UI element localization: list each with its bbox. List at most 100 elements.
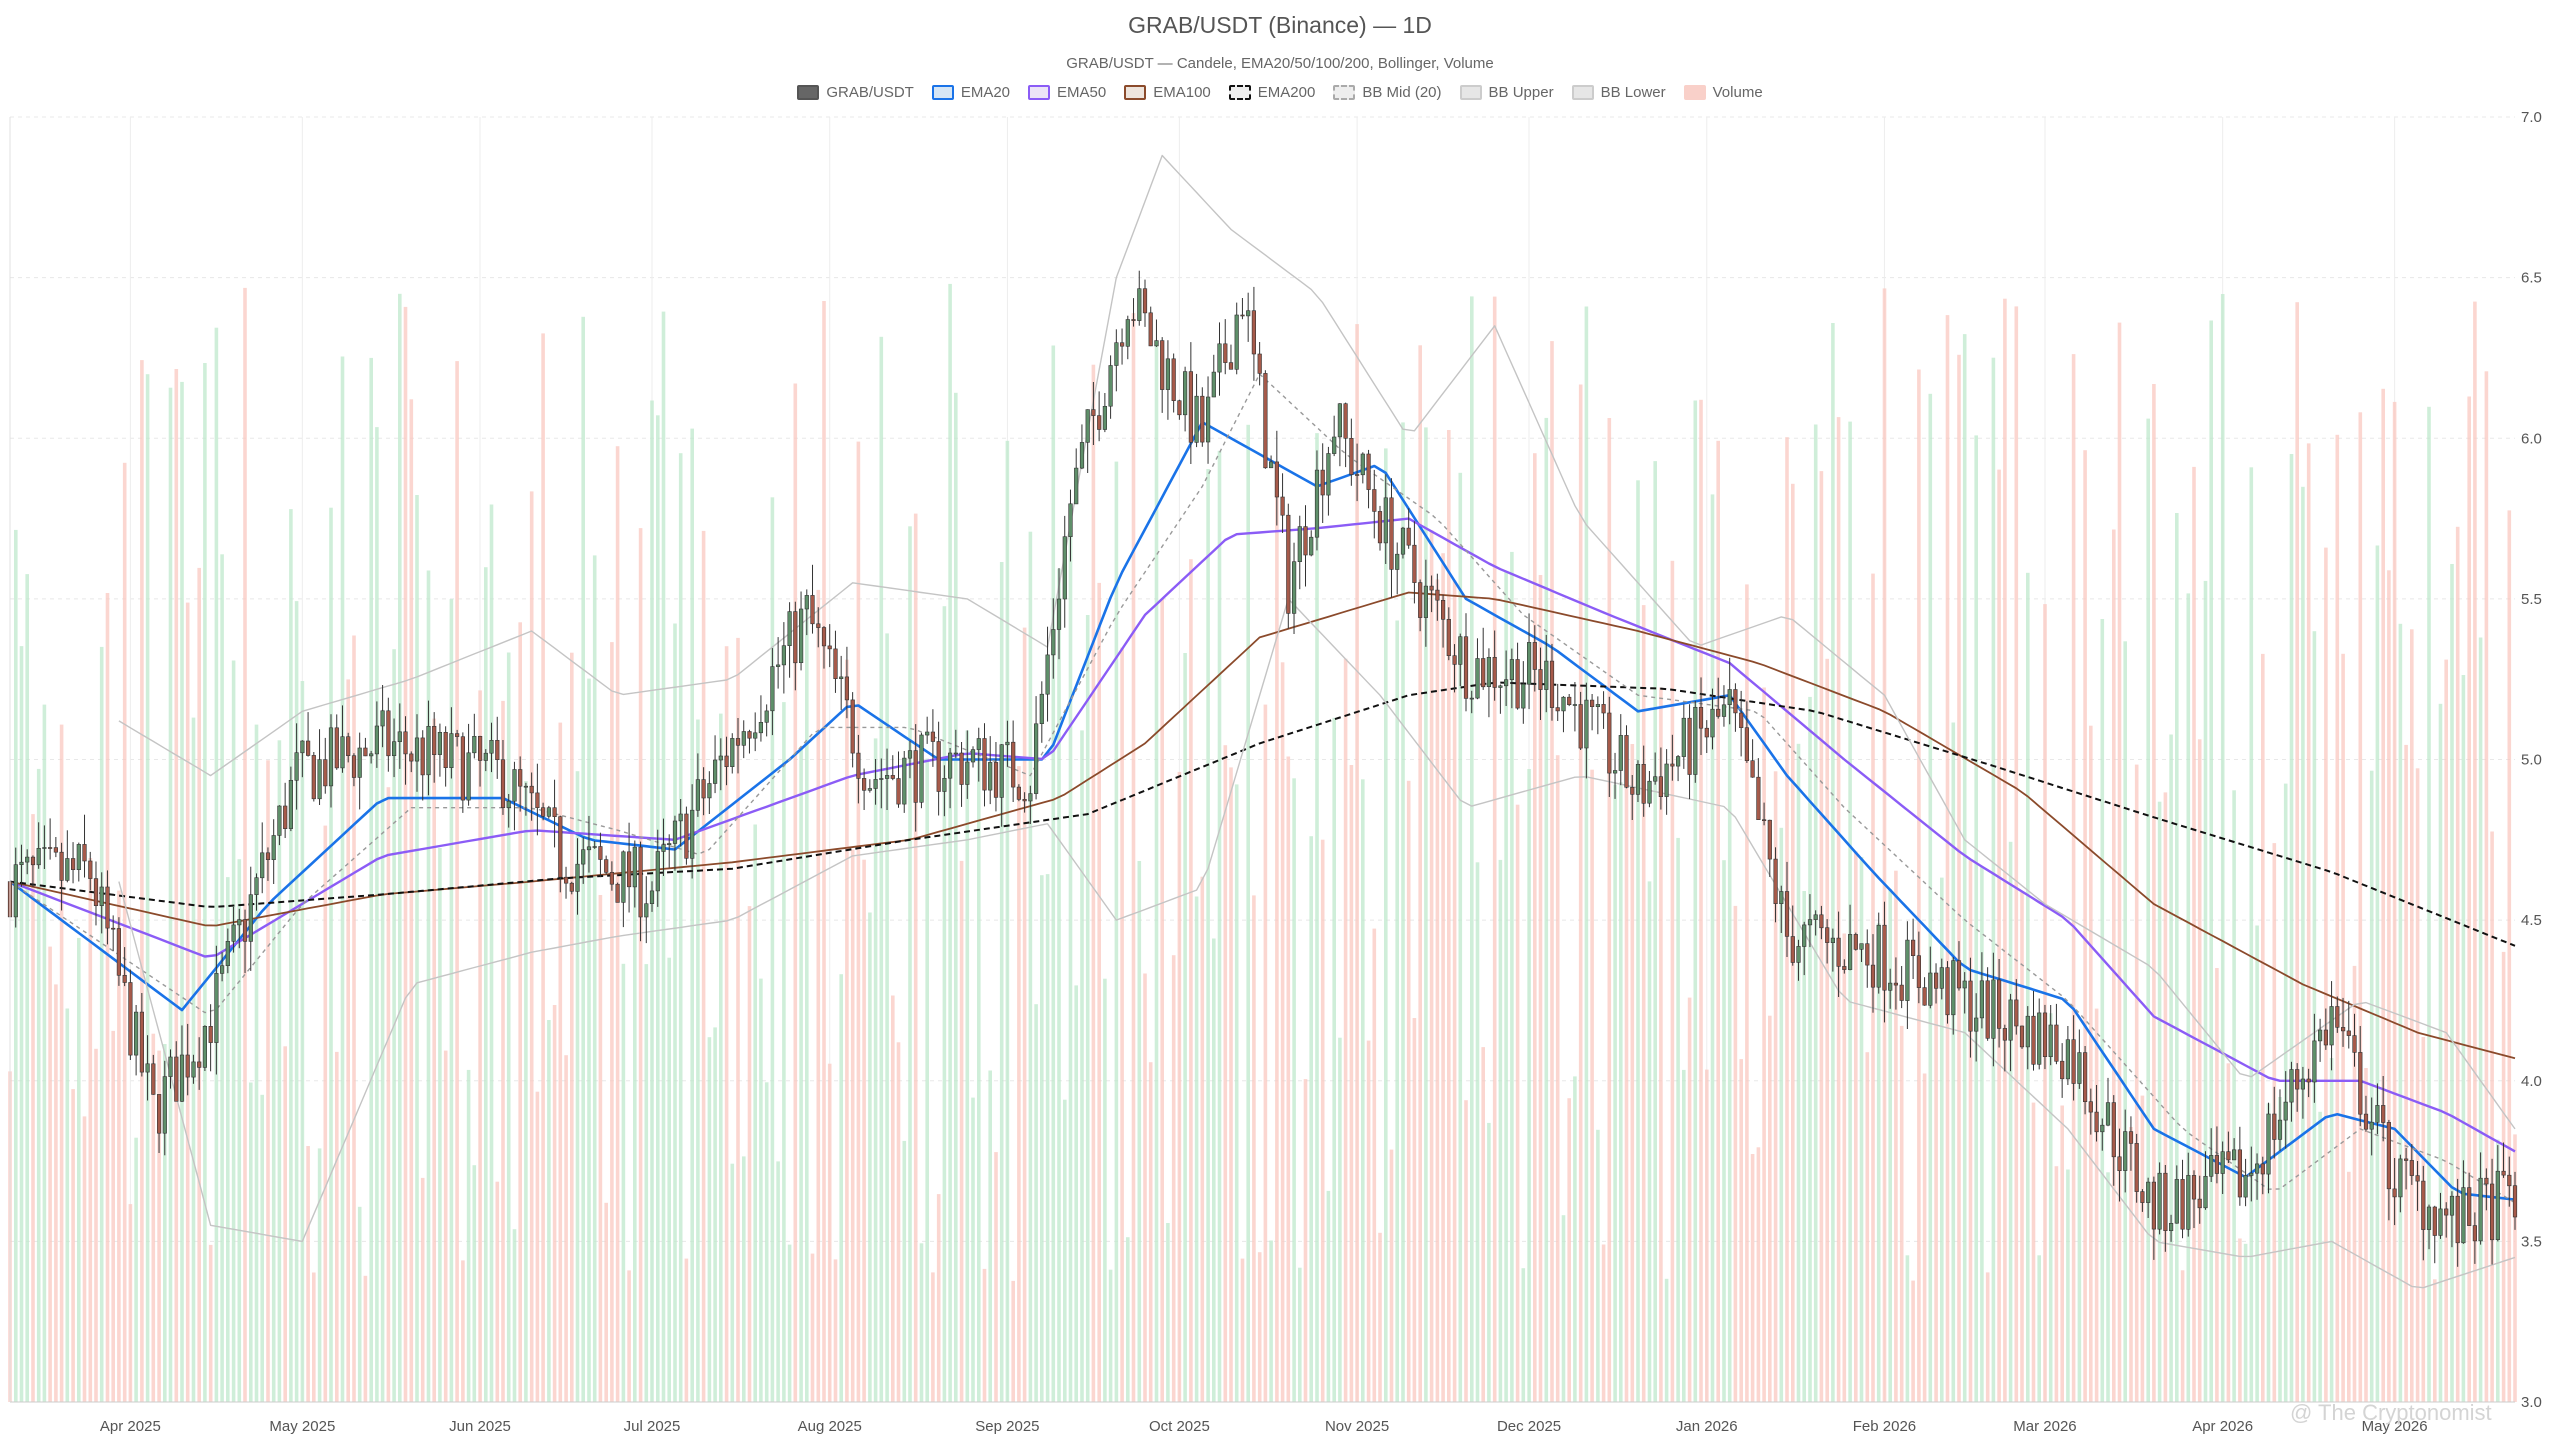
legend-item[interactable]: EMA200 xyxy=(1228,84,1315,101)
candle-body xyxy=(328,727,334,787)
candle-body xyxy=(1200,395,1205,443)
volume-bar xyxy=(913,513,918,1402)
candle-body xyxy=(1756,776,1761,821)
volume-bar xyxy=(1854,851,1858,1402)
volume-bar xyxy=(352,635,356,1402)
candle-body xyxy=(1784,891,1790,937)
candle-body xyxy=(1463,636,1469,699)
candle-body xyxy=(122,974,127,983)
volume-bar xyxy=(805,598,809,1402)
legend-item[interactable]: GRAB/USDT xyxy=(797,84,914,101)
volume-bar xyxy=(1653,461,1657,1403)
candle-body xyxy=(311,755,316,800)
volume-bar xyxy=(2415,768,2420,1402)
candle-body xyxy=(1423,585,1428,618)
candle-body xyxy=(260,852,265,879)
candle-body xyxy=(942,777,947,792)
volume-bar xyxy=(2352,965,2357,1402)
volume-bar xyxy=(2324,547,2328,1402)
volume-bar xyxy=(1676,837,1680,1402)
legend-item[interactable]: EMA50 xyxy=(1028,84,1106,101)
legend-item[interactable]: BB Upper xyxy=(1459,84,1554,101)
volume-bar xyxy=(1699,399,1703,1402)
candle-body xyxy=(1698,706,1704,729)
volume-bar xyxy=(2335,434,2340,1402)
candle-body xyxy=(506,800,511,809)
candle-body xyxy=(2495,1170,2500,1240)
legend-item[interactable]: EMA100 xyxy=(1124,84,1211,101)
volume-bar xyxy=(1097,582,1101,1402)
line-bb-upper xyxy=(118,154,2516,1130)
legend-item[interactable]: BB Mid (20) xyxy=(1333,84,1442,101)
volume-bar xyxy=(1252,895,1256,1402)
legend-label: Volume xyxy=(1712,84,1763,101)
volume-bar xyxy=(1510,551,1514,1402)
candle-body xyxy=(2209,1155,2214,1177)
candle-body xyxy=(1779,891,1784,904)
volume-bar xyxy=(2163,792,2168,1402)
volume-bar xyxy=(19,646,24,1402)
candle-body xyxy=(649,890,655,905)
volume-bar xyxy=(266,760,270,1402)
candle-body xyxy=(2398,1158,2403,1198)
volume-bar xyxy=(1189,559,1193,1402)
volume-bar xyxy=(2060,1105,2064,1402)
candle-body xyxy=(1377,511,1383,544)
candle-body xyxy=(1750,760,1755,778)
volume-bar xyxy=(99,646,104,1402)
candle-body xyxy=(523,785,528,788)
volume-bar xyxy=(65,1008,70,1402)
y-tick-label: 5.5 xyxy=(2521,591,2542,608)
candle-body xyxy=(2008,999,2013,1041)
volume-bar xyxy=(249,1082,253,1402)
candle-body xyxy=(443,731,448,768)
candle-body xyxy=(454,733,460,737)
candle-body xyxy=(460,736,466,801)
volume-bar xyxy=(472,1165,477,1402)
candle-body xyxy=(489,739,494,754)
candle-body xyxy=(1773,858,1778,904)
volume-bar xyxy=(1911,1280,1915,1402)
volume-bar xyxy=(776,1161,780,1402)
volume-bar xyxy=(1544,417,1549,1402)
candle-body xyxy=(925,731,930,736)
volume-bar xyxy=(1727,689,1732,1402)
volume-bar xyxy=(1578,384,1583,1402)
candle-body xyxy=(1830,937,1835,943)
volume-bar xyxy=(2226,1063,2231,1402)
volume-bar xyxy=(1068,533,1073,1402)
candle-body xyxy=(2088,1101,2093,1113)
volume-bar xyxy=(2473,301,2477,1403)
candle-body xyxy=(1819,914,1824,929)
volume-bar xyxy=(2003,298,2007,1403)
volume-bar xyxy=(1521,1268,1526,1402)
legend-item[interactable]: EMA20 xyxy=(931,84,1010,101)
volume-bar xyxy=(1229,767,1233,1402)
volume-bar xyxy=(1922,1073,1927,1402)
volume-bar xyxy=(77,937,81,1402)
candle-body xyxy=(1664,763,1669,797)
volume-bar xyxy=(1464,1100,1468,1402)
volume-bar xyxy=(850,849,855,1402)
candle-body xyxy=(1097,415,1102,430)
candle-body xyxy=(936,741,941,792)
volume-bar xyxy=(283,1046,287,1402)
candle-body xyxy=(850,699,855,754)
legend-item[interactable]: BB Lower xyxy=(1571,84,1666,101)
candle-body xyxy=(1137,288,1142,321)
candle-body xyxy=(999,744,1004,798)
volume-bar xyxy=(684,1258,689,1402)
candle-body xyxy=(248,894,253,942)
volume-bar xyxy=(2347,1171,2351,1402)
volume-bar xyxy=(2329,1058,2334,1402)
candle-body xyxy=(500,759,506,809)
volume-bar xyxy=(1458,472,1463,1402)
volume-bar xyxy=(902,1140,907,1402)
candle-body xyxy=(1721,704,1727,717)
volume-bar xyxy=(971,1097,975,1402)
volume-bar xyxy=(1934,984,1938,1402)
volume-bar xyxy=(403,306,408,1402)
volume-bar xyxy=(82,1116,87,1402)
candle-body xyxy=(1928,972,1933,1006)
legend-item[interactable]: Volume xyxy=(1683,84,1763,101)
